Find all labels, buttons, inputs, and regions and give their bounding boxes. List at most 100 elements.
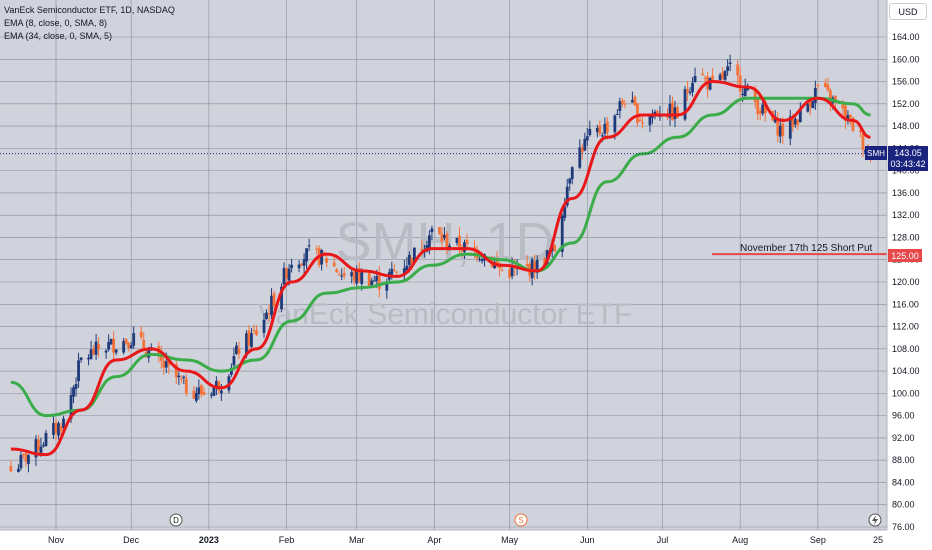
price-tick-label: 136.00	[892, 188, 920, 198]
currency-button[interactable]: USD	[889, 3, 927, 20]
dividend-marker[interactable]: D	[169, 513, 183, 527]
candle-body	[420, 248, 424, 251]
time-axis-labels: Nov Dec 2023 Feb Mar Apr May Jun Jul Aug Sep 25	[48, 535, 883, 545]
candle-body	[798, 109, 802, 123]
price-badge[interactable]: SMH 143.05 03:43:42	[865, 146, 928, 171]
price-tick-label: 80.00	[892, 500, 915, 510]
candle-body	[738, 75, 742, 92]
candle-body	[247, 330, 251, 346]
time-tick-label: 25	[873, 535, 883, 545]
level-badge[interactable]: 125.00	[888, 249, 922, 262]
candle-body	[844, 105, 847, 121]
candle-body	[272, 293, 276, 307]
candle-body	[412, 247, 416, 263]
candle-body	[458, 235, 461, 250]
candle-body	[39, 446, 43, 453]
candle-body	[438, 227, 441, 234]
candle-body	[806, 103, 810, 112]
candle-body	[648, 115, 652, 126]
candle-body	[9, 465, 13, 472]
legend-title[interactable]: VanEck Semiconductor ETF, 1D, NASDAQ	[4, 5, 175, 15]
candle-body	[796, 119, 800, 125]
candle-body	[44, 433, 48, 447]
candle-body	[478, 258, 481, 260]
candle-body	[543, 258, 547, 266]
candle-body	[407, 254, 411, 265]
lightning-icon	[872, 515, 878, 525]
bar-countdown: 03:43:42	[890, 159, 925, 169]
candle-body	[688, 91, 692, 94]
candle-body	[849, 115, 852, 118]
candle-body	[209, 394, 213, 396]
candle-body	[179, 378, 183, 380]
candle-body	[671, 102, 674, 121]
candle-body	[440, 233, 444, 242]
candle-body	[94, 341, 98, 355]
candle-body	[285, 268, 288, 279]
candle-body	[530, 259, 534, 279]
candle-body	[500, 270, 504, 272]
candle-body	[510, 265, 514, 277]
candle-body	[763, 101, 767, 114]
legend-ema-slow[interactable]: EMA (34, close, 0, SMA, 5)	[4, 31, 113, 41]
time-axis[interactable]	[0, 530, 887, 550]
candle-body	[375, 276, 379, 281]
split-marker-circle[interactable]	[514, 513, 528, 527]
price-tick-label: 148.00	[892, 121, 920, 131]
candle-body	[357, 268, 361, 282]
price-tick-label: 84.00	[892, 477, 915, 487]
candle-body	[463, 242, 466, 252]
candle-body	[92, 348, 95, 355]
candle-body	[250, 333, 253, 347]
candle-body	[693, 75, 697, 83]
candle-body	[410, 257, 414, 264]
candle-body	[778, 125, 782, 137]
candle-body	[448, 245, 451, 248]
candle-body	[114, 349, 118, 353]
candle-body	[385, 282, 389, 291]
candle-body	[307, 245, 311, 247]
candle-body	[352, 271, 356, 281]
candle-body	[89, 349, 93, 360]
price-tick-label: 100.00	[892, 388, 920, 398]
dividend-marker-circle[interactable]	[169, 513, 183, 527]
price-tick-label: 128.00	[892, 232, 920, 242]
chart-legend: VanEck Semiconductor ETF, 1D, NASDAQ EMA…	[4, 4, 175, 43]
candle-body	[197, 387, 201, 395]
candle-body	[580, 147, 584, 153]
symbol-badge-text: SMH	[867, 149, 885, 158]
candle-body	[355, 269, 359, 284]
price-tick-label: 120.00	[892, 277, 920, 287]
last-price-value: 143.05	[894, 148, 922, 158]
candle-body	[721, 72, 725, 79]
candle-body	[428, 235, 431, 249]
candle-body	[194, 392, 198, 401]
candle-body	[280, 286, 283, 310]
candle-body	[808, 101, 812, 107]
price-tick-label: 104.00	[892, 366, 920, 376]
candle-body	[585, 136, 589, 141]
candle-body	[395, 271, 399, 273]
candle-body	[595, 127, 599, 133]
candle-body	[613, 115, 617, 133]
split-marker[interactable]: S	[514, 513, 528, 527]
legend-ema-fast[interactable]: EMA (8, close, 0, SMA, 8)	[4, 18, 108, 28]
price-axis[interactable]	[887, 0, 932, 550]
earnings-marker[interactable]	[868, 513, 882, 527]
candle-body	[753, 88, 757, 103]
candle-body	[127, 342, 131, 349]
candle-body	[861, 133, 865, 150]
candle-body	[851, 117, 855, 131]
candle-body	[265, 312, 268, 320]
candle-body	[270, 295, 273, 315]
candle-body	[758, 110, 762, 114]
candle-body	[473, 247, 476, 250]
level-badge-bg	[888, 249, 922, 262]
candle-body	[220, 390, 223, 394]
candle-body	[443, 235, 446, 239]
price-tick-label: 76.00	[892, 522, 915, 532]
candle-body	[703, 77, 707, 79]
price-tick-label: 112.00	[892, 322, 919, 332]
candle-body	[37, 439, 40, 451]
